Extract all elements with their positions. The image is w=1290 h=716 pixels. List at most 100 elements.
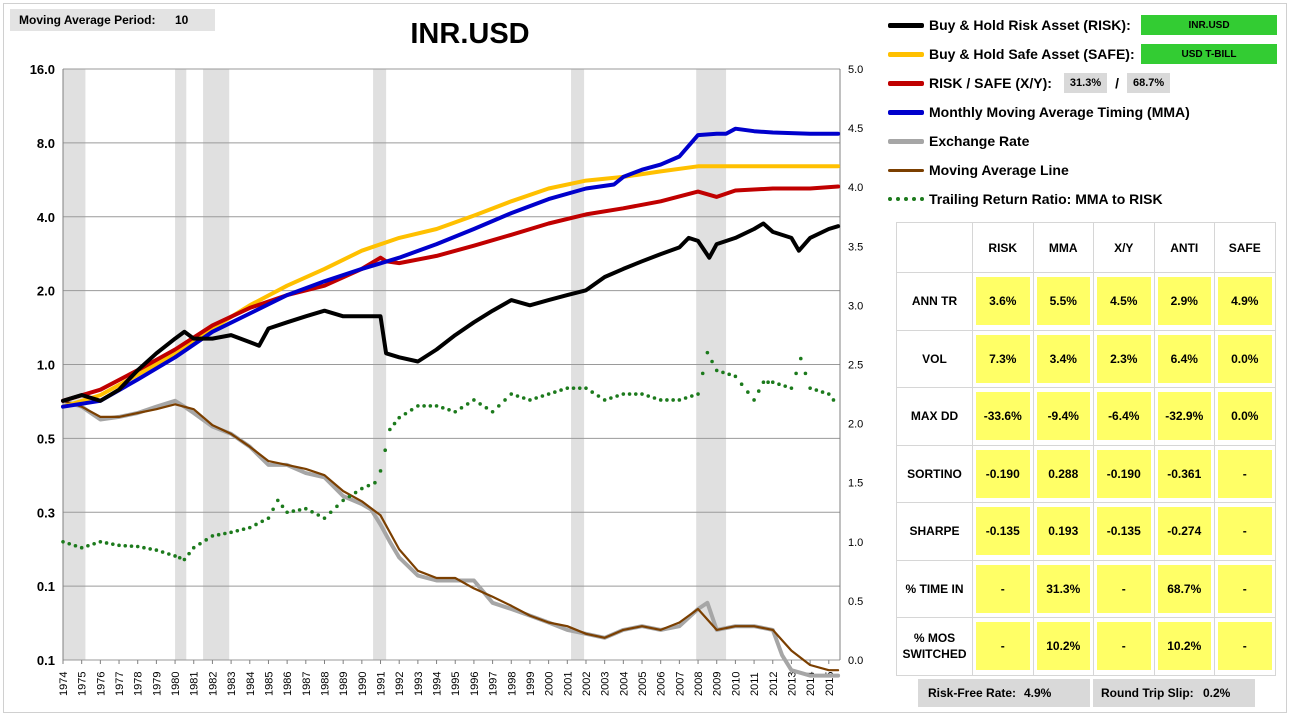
ratio-point (182, 557, 187, 562)
round-trip-slip-value: 0.2% (1203, 686, 1231, 700)
x-axis-tick-label: 1986 (282, 672, 294, 696)
ratio-point (565, 386, 570, 390)
x-axis-tick-label: 2006 (656, 672, 668, 696)
ratio-point (459, 406, 464, 410)
x-axis-tick-label: 2005 (637, 672, 649, 696)
stats-cell-value: 0.193 (1036, 507, 1090, 556)
stats-cell-value: 3.4% (1036, 334, 1090, 383)
mma-line (61, 126, 841, 409)
ratio-point (590, 390, 595, 394)
right-axis-tick-label: 1.0 (848, 537, 863, 549)
right-axis-tick-label: 0.5 (848, 596, 863, 608)
stats-cell-value: 10.2% (1036, 622, 1090, 671)
stats-cell-safe: 0.0% (1214, 387, 1276, 446)
stats-row-label: MAX DD (896, 387, 973, 446)
ratio-point (690, 394, 694, 398)
ratio-point (770, 380, 775, 385)
stats-cell-value: 7.3% (976, 334, 1030, 383)
stats-cell-anti: 2.9% (1153, 272, 1215, 331)
ratio-point (341, 498, 345, 503)
ratio-point (360, 486, 364, 491)
legend-item-exchange-rate: Exchange Rate (888, 128, 1029, 154)
stats-cell-value: - (1218, 564, 1272, 613)
ratio-point (794, 371, 798, 376)
stats-cell-xy: 4.5% (1093, 272, 1155, 331)
ratio-point (571, 386, 576, 390)
left-axis-tick-label: 16.0 (30, 62, 55, 77)
x-axis-tick-label: 1975 (77, 672, 89, 696)
ratio-point (826, 392, 831, 396)
ratio-point (553, 390, 557, 394)
x-axis-tick-label: 2007 (674, 672, 686, 696)
ratio-point (683, 396, 688, 400)
ratio-point (187, 551, 191, 556)
x-axis-tick-label: 1979 (151, 672, 163, 696)
stats-header-xy: X/Y (1093, 222, 1155, 273)
ratio-point (266, 516, 271, 520)
legend-label-moving-average: Moving Average Line (929, 162, 1069, 178)
ratio-point (665, 398, 669, 402)
ratio-point (422, 404, 426, 408)
ratio-point (820, 390, 825, 394)
ratio-point (652, 396, 657, 400)
left-axis-tick-label: 0.3 (37, 505, 55, 520)
stats-cell-xy: - (1093, 617, 1155, 676)
ratio-point (216, 532, 221, 537)
ratio-point (478, 402, 482, 406)
ratio-point (397, 415, 402, 420)
stats-cell-value: -0.135 (976, 507, 1030, 556)
ratio-point (434, 404, 439, 408)
stats-cell-xy: 2.3% (1093, 329, 1155, 388)
stats-cell-value: - (1218, 622, 1272, 671)
ratio-point (304, 506, 308, 511)
right-axis-tick-label: 3.5 (848, 241, 863, 253)
ratio-point (756, 389, 761, 393)
x-axis-tick-label: 1976 (95, 672, 107, 696)
legend-label-exchange-rate: Exchange Rate (929, 133, 1030, 149)
stats-cell-mma: 31.3% (1032, 559, 1094, 618)
legend-label-risk: Buy & Hold Risk Asset (RISK): (929, 17, 1131, 33)
right-axis-tick-label: 5.0 (848, 64, 863, 76)
ratio-point (752, 398, 756, 402)
ratio-point (727, 372, 731, 377)
ratio-point (814, 388, 819, 392)
stats-header-safe: SAFE (1214, 222, 1276, 273)
stats-cell-value: - (1097, 564, 1151, 613)
ratio-point (798, 356, 803, 361)
legend-label-mma: Monthly Moving Average Timing (MMA) (929, 104, 1190, 120)
moving-average-line (61, 399, 840, 672)
stats-cell-value: 31.3% (1036, 564, 1090, 613)
x-axis-tick-label: 2002 (581, 672, 593, 696)
stats-cell-value: -0.361 (1157, 449, 1211, 498)
x-axis-tick-label: 2015 (824, 672, 836, 696)
stats-cell-value: 4.9% (1218, 277, 1272, 326)
stats-row-label: ANN TR (896, 272, 973, 331)
x-axis-tick-label: 2004 (618, 672, 630, 696)
x-axis-tick-label: 1994 (432, 672, 444, 696)
stats-cell-mma: 5.5% (1032, 272, 1094, 331)
ratio-point (472, 398, 476, 402)
stats-cell-value: - (1218, 449, 1272, 498)
ratio-point (577, 386, 582, 390)
ratio-point (503, 398, 507, 402)
ratio-point (247, 525, 252, 530)
legend-item-ratio: Trailing Return Ratio: MMA to RISK (888, 186, 1163, 212)
ratio-point (229, 530, 233, 535)
ratio-point (280, 504, 285, 509)
ratio-point (335, 504, 339, 509)
legend-label-safe: Buy & Hold Safe Asset (SAFE): (929, 46, 1135, 62)
legend-swatch-mma (888, 109, 924, 115)
x-axis-tick-label: 1984 (245, 672, 257, 696)
ratio-point (210, 534, 215, 538)
ratio-point (546, 392, 551, 396)
ratio-point (310, 510, 314, 514)
x-axis-tick-label: 1990 (357, 672, 369, 696)
stats-cell-value: 68.7% (1157, 564, 1211, 613)
ratio-point (465, 402, 470, 406)
ratio-point (353, 490, 358, 495)
ratio-point (73, 543, 78, 548)
ratio-point (123, 543, 128, 548)
ratio-point (739, 382, 744, 387)
x-axis-tick-label: 1980 (170, 672, 182, 696)
